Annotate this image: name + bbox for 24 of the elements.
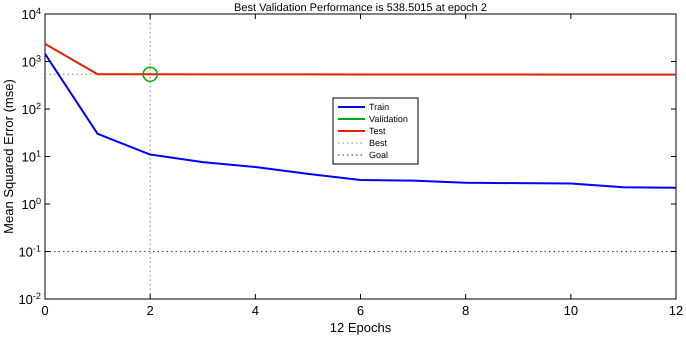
x-tick-label: 12	[668, 303, 684, 318]
y-tick-label: 10$^{4}$	[21, 6, 41, 22]
y-tick-label: 10$^{1}$	[21, 148, 41, 164]
y-axis-title: Mean Squared Error (mse)	[1, 79, 16, 234]
x-tick-label: 10	[564, 303, 578, 318]
legend-label: Train	[369, 102, 390, 112]
legend-label: Test	[369, 126, 386, 136]
legend-label: Goal	[369, 150, 388, 160]
x-axis-title: 12 Epochs	[330, 320, 392, 335]
line-series	[44, 52, 677, 189]
y-tick-label: 10$^{0}$	[21, 196, 41, 212]
y-tick-label: 10$^{3}$	[21, 54, 41, 70]
y-tick-label: 10$^{-2}$	[18, 291, 41, 307]
legend-label: Validation	[369, 114, 408, 124]
x-tick-label: 0	[41, 303, 49, 318]
line-series	[44, 42, 677, 76]
chart-title: Best Validation Performance is 538.5015 at epoch 2	[234, 2, 487, 14]
legend-label: Best	[369, 138, 388, 148]
x-tick-label: 8	[462, 303, 470, 318]
x-tick-label: 6	[356, 303, 364, 318]
y-tick-label: 10$^{2}$	[21, 101, 41, 117]
x-tick-label: 2	[146, 303, 154, 318]
y-tick-label: 10$^{-1}$	[18, 244, 41, 260]
x-tick-label: 4	[252, 303, 259, 318]
